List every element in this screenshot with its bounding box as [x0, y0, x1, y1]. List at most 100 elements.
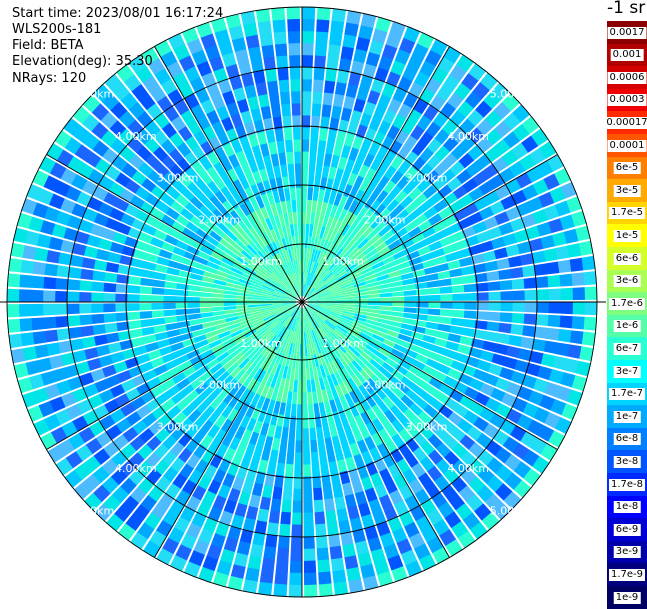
ray-cell	[252, 277, 265, 285]
ray-cell	[334, 344, 344, 356]
ray-cell	[21, 391, 38, 408]
ray-cell	[277, 252, 285, 265]
ray-cell	[255, 81, 268, 96]
ray-cell	[186, 349, 201, 360]
ray-cell	[543, 340, 558, 355]
ray-cell	[201, 185, 215, 200]
ray-cell	[343, 308, 356, 313]
colorbar-tick-label: 3e-8	[613, 455, 641, 468]
ray-cell	[449, 160, 466, 176]
ray-cell	[543, 204, 560, 221]
ray-cell	[284, 188, 291, 201]
ray-cell	[359, 178, 371, 193]
ray-cell	[294, 284, 300, 297]
ray-cell	[189, 354, 203, 366]
ray-cell	[246, 331, 259, 342]
ray-cell	[117, 523, 136, 541]
ray-cell	[317, 251, 324, 264]
ray-cell	[329, 204, 339, 218]
ray-cell	[49, 162, 67, 180]
ray-cell	[411, 416, 426, 432]
ray-cell	[363, 273, 377, 282]
ray-cell	[447, 368, 462, 381]
ray-cell	[223, 294, 237, 299]
ray-cell	[173, 99, 190, 116]
ray-cell	[60, 168, 77, 185]
ray-cell	[351, 231, 363, 244]
colorbar-cell: 1.7e-9	[607, 563, 647, 587]
ray-cell	[290, 287, 299, 298]
ray-cell	[93, 334, 108, 346]
ray-cell	[395, 399, 409, 414]
ray-cell	[502, 356, 518, 370]
ray-cell	[491, 82, 510, 101]
ray-cell	[391, 291, 405, 297]
ray-cell	[286, 305, 298, 313]
ray-cell	[246, 244, 258, 256]
ray-cell	[355, 304, 369, 309]
ray-cell	[149, 85, 167, 103]
ray-cell	[512, 290, 526, 301]
ray-cell	[310, 354, 316, 368]
ray-cell	[247, 555, 262, 570]
ray-cell	[129, 266, 143, 277]
ray-cell	[318, 583, 333, 597]
ray-cell	[259, 357, 269, 371]
ray-cell	[237, 316, 251, 323]
ray-cell	[575, 225, 591, 242]
ray-cell	[400, 272, 414, 280]
ray-cell	[350, 324, 363, 332]
ray-cell	[354, 313, 368, 319]
ray-cell	[90, 292, 104, 302]
ray-cell	[236, 98, 250, 114]
ray-cell	[479, 350, 495, 363]
ray-cell	[353, 281, 367, 288]
ray-cell	[381, 82, 397, 98]
ray-cell	[296, 343, 300, 357]
ray-cell	[294, 307, 300, 320]
ray-cell	[327, 44, 341, 58]
ray-cell	[511, 313, 525, 324]
ray-cell	[207, 180, 220, 195]
ray-cell	[344, 158, 356, 173]
ray-cell	[199, 170, 213, 186]
ray-cell	[239, 136, 251, 151]
ray-cell	[302, 151, 309, 164]
ray-cell	[311, 463, 321, 477]
ray-cell	[270, 272, 281, 282]
ray-cell	[237, 313, 250, 320]
ray-cell	[439, 235, 454, 248]
ray-cell	[241, 272, 254, 280]
ray-cell	[391, 306, 405, 312]
ray-cell	[285, 224, 292, 238]
ray-cell	[138, 161, 154, 177]
ray-cell	[290, 536, 302, 550]
ray-cell	[297, 259, 301, 273]
colorbar-cell: 3e-9	[607, 540, 647, 564]
ray-cell	[307, 302, 321, 304]
ray-cell	[199, 297, 212, 302]
ray-cell	[372, 418, 385, 433]
ray-cell	[316, 426, 324, 440]
ray-cell	[410, 125, 425, 141]
ray-cell	[331, 345, 342, 358]
ray-cell	[319, 304, 333, 309]
ray-cell	[487, 311, 501, 322]
ray-cell	[141, 177, 157, 193]
ray-cell	[310, 127, 319, 141]
ray-cell	[279, 314, 290, 324]
ray-cell	[76, 191, 93, 207]
ray-cell	[127, 285, 141, 294]
ray-cell	[359, 397, 372, 412]
ray-cell	[260, 308, 273, 313]
ray-cell	[332, 569, 347, 584]
ray-cell	[101, 227, 117, 241]
ray-cell	[327, 334, 337, 346]
ray-cell	[18, 303, 32, 317]
ray-cell	[185, 423, 200, 438]
ray-cell	[302, 223, 306, 236]
ray-cell	[257, 342, 268, 354]
ray-cell	[483, 91, 501, 110]
ray-cell	[359, 192, 371, 206]
ray-cell	[391, 433, 405, 448]
